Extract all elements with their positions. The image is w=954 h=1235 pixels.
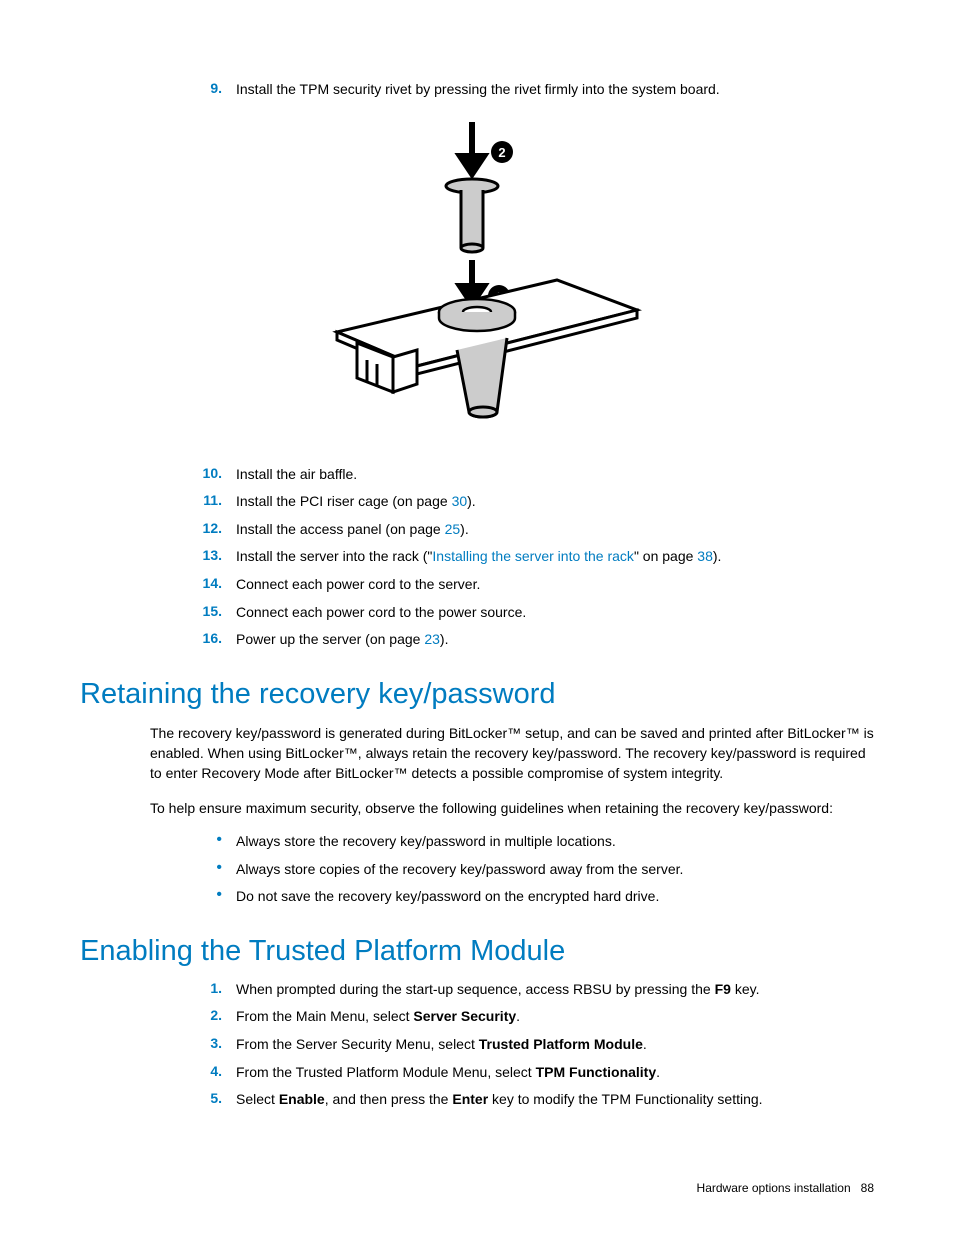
list-number: 13.	[188, 547, 236, 567]
list-number: 9.	[188, 80, 236, 100]
bullet-text: Always store copies of the recovery key/…	[236, 860, 683, 880]
paragraph: To help ensure maximum security, observe…	[150, 798, 874, 818]
heading-enabling-tpm: Enabling the Trusted Platform Module	[80, 935, 874, 968]
list-text: From the Main Menu, select Server Securi…	[236, 1007, 520, 1027]
list-number: 1.	[188, 980, 236, 1000]
tpm-rivet-diagram: 2 1	[80, 112, 874, 437]
page-link[interactable]: Installing the server into the rack	[432, 548, 634, 564]
list-item: 16.Power up the server (on page 23).	[188, 630, 874, 650]
bullet-item: •Do not save the recovery key/password o…	[188, 887, 874, 907]
svg-text:2: 2	[498, 145, 505, 160]
list-text: Install the TPM security rivet by pressi…	[236, 80, 720, 100]
list-number: 4.	[188, 1063, 236, 1083]
list-text: Install the access panel (on page 25).	[236, 520, 469, 540]
page-link[interactable]: 23	[424, 631, 440, 647]
bullet-text: Do not save the recovery key/password on…	[236, 887, 659, 907]
list-item: 3.From the Server Security Menu, select …	[188, 1035, 874, 1055]
list-item: 2.From the Main Menu, select Server Secu…	[188, 1007, 874, 1027]
list-number: 11.	[188, 492, 236, 512]
list-item: 13.Install the server into the rack ("In…	[188, 547, 874, 567]
list-text: Connect each power cord to the power sou…	[236, 603, 526, 623]
list-number: 3.	[188, 1035, 236, 1055]
heading-retaining-key: Retaining the recovery key/password	[80, 678, 874, 711]
list-number: 16.	[188, 630, 236, 650]
list-item: 14.Connect each power cord to the server…	[188, 575, 874, 595]
bullet-item: •Always store copies of the recovery key…	[188, 860, 874, 880]
list-number: 5.	[188, 1090, 236, 1110]
bullet-text: Always store the recovery key/password i…	[236, 832, 616, 852]
bullet-dot: •	[188, 887, 236, 907]
list-text: When prompted during the start-up sequen…	[236, 980, 759, 1000]
list-item: 5.Select Enable, and then press the Ente…	[188, 1090, 874, 1110]
footer-section: Hardware options installation	[697, 1181, 851, 1195]
list-item: 12.Install the access panel (on page 25)…	[188, 520, 874, 540]
page-link[interactable]: 30	[452, 493, 468, 509]
list-number: 10.	[188, 465, 236, 485]
list-text: From the Trusted Platform Module Menu, s…	[236, 1063, 660, 1083]
list-number: 14.	[188, 575, 236, 595]
list-item: 1.When prompted during the start-up sequ…	[188, 980, 874, 1000]
list-text: Connect each power cord to the server.	[236, 575, 480, 595]
paragraph: The recovery key/password is generated d…	[150, 723, 874, 784]
list-item: 15.Connect each power cord to the power …	[188, 603, 874, 623]
list-number: 12.	[188, 520, 236, 540]
list-item: 9. Install the TPM security rivet by pre…	[188, 80, 874, 100]
page-footer: Hardware options installation 88	[697, 1181, 874, 1195]
list-text: Install the air baffle.	[236, 465, 357, 485]
footer-page-number: 88	[861, 1181, 874, 1195]
list-text: Select Enable, and then press the Enter …	[236, 1090, 763, 1110]
bullet-dot: •	[188, 860, 236, 880]
list-item: 4.From the Trusted Platform Module Menu,…	[188, 1063, 874, 1083]
list-number: 2.	[188, 1007, 236, 1027]
list-text: Install the PCI riser cage (on page 30).	[236, 492, 476, 512]
list-item: 11.Install the PCI riser cage (on page 3…	[188, 492, 874, 512]
bullet-item: •Always store the recovery key/password …	[188, 832, 874, 852]
list-text: Power up the server (on page 23).	[236, 630, 448, 650]
list-number: 15.	[188, 603, 236, 623]
page-link[interactable]: 38	[697, 548, 713, 564]
page-link[interactable]: 25	[445, 521, 461, 537]
list-text: From the Server Security Menu, select Tr…	[236, 1035, 647, 1055]
list-text: Install the server into the rack ("Insta…	[236, 547, 721, 567]
bullet-dot: •	[188, 832, 236, 852]
list-item: 10.Install the air baffle.	[188, 465, 874, 485]
